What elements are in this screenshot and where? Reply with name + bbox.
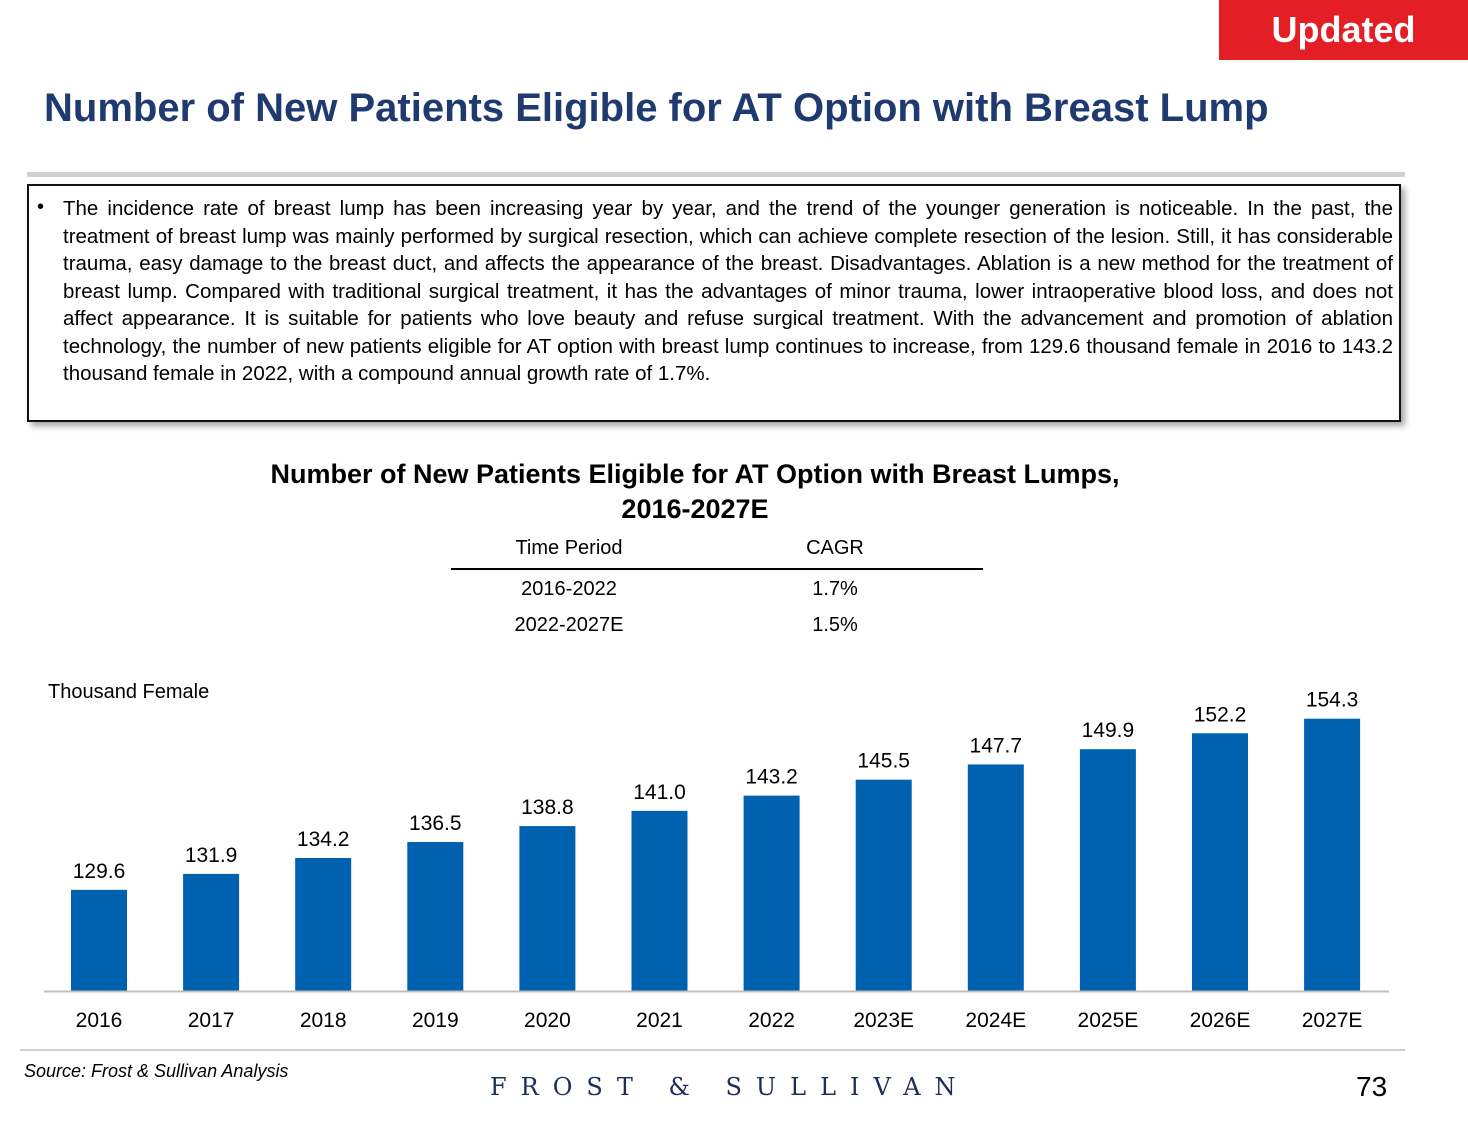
- bar-2018: [295, 857, 352, 991]
- x-tick-label: 2021: [636, 1009, 683, 1032]
- cagr-table-row: 2022-2027E 1.5%: [451, 606, 983, 642]
- x-tick-label: 2018: [300, 1009, 347, 1032]
- data-label: 136.5: [409, 812, 462, 835]
- bar-2020: [519, 826, 576, 991]
- cagr-table-row: 2016-2022 1.7%: [451, 570, 983, 606]
- cagr-table-header: Time Period CAGR: [451, 534, 983, 570]
- bar-2025E: [1079, 749, 1136, 991]
- bullet-symbol: •: [37, 196, 45, 218]
- data-label: 143.2: [745, 766, 798, 789]
- data-label: 154.3: [1306, 689, 1359, 712]
- x-tick-label: 2017: [188, 1009, 235, 1032]
- bar-2026E: [1192, 733, 1248, 991]
- x-tick-label: 2019: [412, 1009, 459, 1032]
- data-label: 129.6: [73, 860, 126, 883]
- data-label: 152.2: [1194, 703, 1247, 726]
- cagr-header-period: Time Period: [515, 537, 623, 559]
- bar-2024E: [967, 764, 1024, 991]
- chart-title-line1: Number of New Patients Eligible for AT O…: [270, 459, 1120, 489]
- data-label: 134.2: [297, 828, 350, 851]
- bar-2017: [183, 873, 240, 991]
- bar-2021: [631, 810, 688, 991]
- cagr-table: Time Period CAGR 2016-2022 1.7% 2022-202…: [451, 534, 983, 642]
- bar-chart: 129.6 2016 131.9 2017 134.2 2018 136.5 2019 138.…: [44, 689, 1389, 1032]
- data-label: 138.8: [521, 796, 574, 819]
- bar-2023E: [855, 779, 912, 991]
- x-tick-label: 2026E: [1190, 1009, 1251, 1032]
- x-tick-label: 2023E: [853, 1009, 914, 1032]
- source-note: Source: Frost & Sullivan Analysis: [24, 1061, 289, 1081]
- x-tick-label: 2025E: [1078, 1009, 1139, 1032]
- x-tick-label: 2024E: [965, 1009, 1026, 1032]
- x-tick-label: 2022: [748, 1009, 795, 1032]
- cagr-header-cagr: CAGR: [806, 537, 864, 559]
- bar-2027E: [1304, 718, 1361, 991]
- data-label: 141.0: [633, 781, 686, 804]
- y-axis-unit-label: Thousand Female: [48, 681, 210, 703]
- chart-title-line2: 2016-2027E: [621, 494, 769, 524]
- x-tick-label: 2027E: [1302, 1009, 1363, 1032]
- data-label: 145.5: [857, 750, 910, 773]
- bar-2016: [71, 889, 127, 991]
- cagr-row-value: 1.7%: [812, 578, 858, 600]
- data-label: 131.9: [185, 844, 238, 867]
- summary-text: The incidence rate of breast lump has be…: [63, 197, 1393, 385]
- x-tick-label: 2020: [524, 1009, 571, 1032]
- summary-box: • The incidence rate of breast lump has …: [27, 184, 1401, 422]
- x-tick-label: 2016: [76, 1009, 123, 1032]
- cagr-row-period: 2016-2022: [521, 578, 617, 600]
- footer-divider: [20, 1049, 1405, 1051]
- chart-title: Number of New Patients Eligible for AT O…: [180, 457, 1210, 527]
- updated-badge: Updated: [1219, 0, 1468, 60]
- cagr-row-value: 1.5%: [812, 614, 858, 636]
- data-label: 147.7: [970, 734, 1023, 757]
- data-label: 149.9: [1082, 719, 1135, 742]
- page-number: 73: [1356, 1071, 1388, 1102]
- page-title: Number of New Patients Eligible for AT O…: [44, 86, 1269, 130]
- title-divider: [27, 172, 1405, 177]
- bar-2022: [743, 795, 800, 991]
- frost-sullivan-logo: FROST & SULLIVAN: [490, 1073, 970, 1101]
- bar-2019: [407, 842, 464, 991]
- cagr-row-period: 2022-2027E: [514, 614, 624, 636]
